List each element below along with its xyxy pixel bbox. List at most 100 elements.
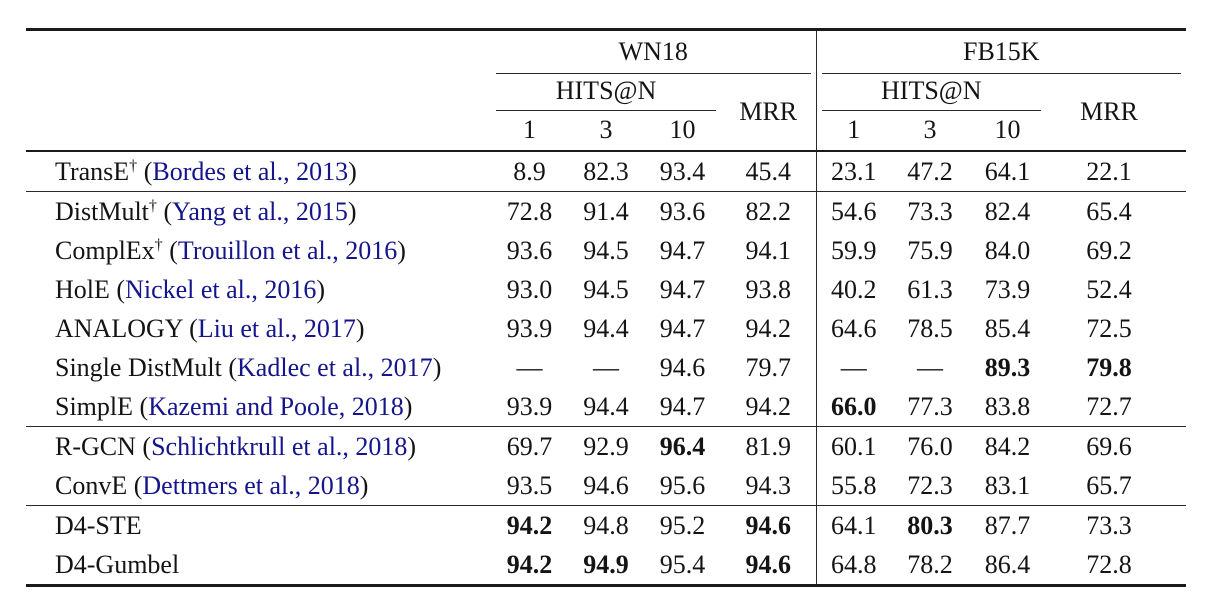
metric-value: 94.7 bbox=[659, 235, 706, 265]
metric-value: 82.4 bbox=[969, 191, 1047, 231]
metric-value: 94.5 bbox=[583, 274, 629, 304]
metric-value: 94.2 bbox=[745, 391, 792, 421]
table-body: TransE† (Bordes et al., 2013) 8.9 82.3 93.4… bbox=[26, 151, 1187, 586]
metric-value: 94.1 bbox=[745, 235, 792, 265]
metric-value: 77.3 bbox=[907, 391, 953, 421]
metric-value: 78.5 bbox=[907, 313, 953, 343]
model-name: HolE bbox=[55, 274, 110, 304]
table-row: TransE† (Bordes et al., 2013) 8.9 82.3 93.4… bbox=[26, 151, 1186, 192]
metric-value: 78.2 bbox=[907, 549, 953, 579]
metric-value: 85.4 bbox=[984, 313, 1031, 343]
hits-mrr-row: HITS@N MRR HITS@N MRR bbox=[26, 73, 1187, 152]
model-cell: R-GCN (Schlichtkrull et al., 2018) bbox=[26, 426, 491, 466]
metric-value: 94.6 bbox=[721, 505, 817, 545]
metric-value: 94.3 bbox=[745, 470, 792, 500]
model-cell: ANALOGY (Liu et al., 2017) bbox=[55, 313, 365, 343]
model-cell: Single DistMult (Kadlec et al., 2017) bbox=[55, 352, 442, 382]
metric-value: 96.4 bbox=[644, 426, 721, 466]
metric-value: 64.1 bbox=[984, 156, 1031, 186]
metric-value: 52.4 bbox=[1086, 274, 1132, 304]
metric-value: 95.4 bbox=[659, 549, 706, 579]
model-cell: SimplE (Kazemi and Poole, 2018) bbox=[55, 391, 413, 421]
fb15k-hits10-header: 10 bbox=[969, 110, 1047, 152]
metric-value: 47.2 bbox=[907, 156, 953, 186]
metric-value: 86.4 bbox=[984, 549, 1031, 579]
citation-link[interactable]: Dettmers et al., 2018 bbox=[142, 470, 360, 500]
model-cell: D4-STE bbox=[26, 505, 491, 545]
metric-value: 94.7 bbox=[659, 391, 706, 421]
metric-value: 64.8 bbox=[815, 545, 892, 586]
metric-value: 72.7 bbox=[1086, 391, 1132, 421]
table-header: WN18 FB15K HITS@N MRR HITS@N MRR 1 3 10 … bbox=[26, 29, 1187, 152]
metric-value: 60.1 bbox=[815, 426, 892, 466]
table-row: R-GCN (Schlichtkrull et al., 2018) 69.7 92… bbox=[26, 426, 1187, 466]
citation-link[interactable]: Liu et al., 2017 bbox=[197, 313, 356, 343]
group-header-wn18: WN18 bbox=[491, 30, 816, 74]
model-cell: ComplEx† (Trouillon et al., 2016) bbox=[55, 235, 406, 265]
metric-value: 94.4 bbox=[583, 313, 629, 343]
table-row: ComplEx† (Trouillon et al., 2016) 93.6 94.… bbox=[26, 231, 1186, 270]
hits-label-fb15k: HITS@N bbox=[821, 73, 1042, 111]
metric-value: 89.3 bbox=[984, 352, 1031, 382]
model-name: R-GCN bbox=[55, 431, 136, 461]
wn18-hits10-header: 10 bbox=[644, 110, 721, 152]
citation-link[interactable]: Kazemi and Poole, 2018 bbox=[148, 391, 404, 421]
citation-link[interactable]: Yang et al., 2015 bbox=[172, 196, 348, 226]
model-name: DistMult bbox=[55, 196, 149, 226]
citation-link[interactable]: Schlichtkrull et al., 2018 bbox=[151, 431, 408, 461]
metric-value: 81.9 bbox=[721, 426, 817, 466]
citation-link[interactable]: Kadlec et al., 2017 bbox=[237, 352, 433, 382]
model-cell: HolE (Nickel et al., 2016) bbox=[55, 274, 326, 304]
metric-value: 72.3 bbox=[907, 470, 953, 500]
model-column-header bbox=[26, 29, 491, 152]
fb15k-hits3-header: 3 bbox=[891, 110, 970, 152]
citation-link[interactable]: Trouillon et al., 2016 bbox=[177, 235, 398, 265]
citation-link[interactable]: Nickel et al., 2016 bbox=[125, 274, 317, 304]
metric-value: 93.0 bbox=[506, 274, 553, 304]
metric-value: 64.1 bbox=[815, 505, 892, 545]
metric-value: — bbox=[516, 352, 543, 382]
metric-value: — bbox=[917, 352, 944, 382]
metric-value: 73.3 bbox=[1046, 505, 1187, 545]
metric-value: 92.9 bbox=[568, 426, 644, 466]
model-name: ComplEx bbox=[55, 235, 155, 265]
metric-value: 72.8 bbox=[1086, 549, 1132, 579]
table-row: D4-Gumbel 94.2 94.9 95.4 94.6 64.8 78.2 86.4 72.… bbox=[26, 545, 1186, 586]
metric-value: 93.6 bbox=[506, 235, 553, 265]
metric-value: 93.4 bbox=[659, 156, 706, 186]
metric-value: 79.8 bbox=[1086, 352, 1132, 382]
model-cell: ConvE (Dettmers et al., 2018) bbox=[55, 470, 369, 500]
metric-value: 94.2 bbox=[506, 549, 553, 579]
metric-value: 65.4 bbox=[1046, 191, 1187, 231]
metric-value: 94.6 bbox=[583, 470, 629, 500]
group-header-fb15k: FB15K bbox=[815, 29, 1187, 74]
dagger-mark: † bbox=[154, 235, 163, 253]
metric-value: 65.7 bbox=[1086, 470, 1132, 500]
fb15k-hits1-header: 1 bbox=[815, 110, 892, 152]
metric-value: 55.8 bbox=[815, 466, 892, 506]
hits-n-row: 1 3 10 1 3 10 bbox=[26, 110, 1186, 152]
metric-value: 95.6 bbox=[659, 470, 706, 500]
model-name: Single DistMult bbox=[55, 352, 222, 382]
metric-value: 94.5 bbox=[583, 235, 629, 265]
metric-value: 75.9 bbox=[907, 235, 953, 265]
metric-value: 69.2 bbox=[1086, 235, 1132, 265]
model-name: TransE bbox=[55, 156, 130, 186]
metric-value: 72.5 bbox=[1086, 313, 1132, 343]
metric-value: 69.7 bbox=[491, 426, 568, 466]
metric-value: 73.9 bbox=[984, 274, 1031, 304]
citation-link[interactable]: Bordes et al., 2013 bbox=[152, 156, 349, 186]
metric-value: 40.2 bbox=[815, 270, 892, 309]
metric-value: 84.2 bbox=[969, 426, 1047, 466]
metric-value: 79.7 bbox=[745, 352, 792, 382]
metric-value: 94.2 bbox=[745, 313, 792, 343]
metric-value: 66.0 bbox=[815, 387, 892, 427]
metric-value: 8.9 bbox=[513, 156, 546, 186]
metric-value: 94.8 bbox=[568, 505, 644, 545]
model-name: ANALOGY bbox=[55, 313, 183, 343]
table-row: HolE (Nickel et al., 2016) 93.0 94.5 94.7 93… bbox=[26, 270, 1186, 309]
metric-value: 72.8 bbox=[491, 191, 568, 231]
metric-value: 94.9 bbox=[583, 549, 629, 579]
fb15k-label: FB15K bbox=[821, 31, 1182, 74]
metric-value: 94.6 bbox=[745, 549, 792, 579]
